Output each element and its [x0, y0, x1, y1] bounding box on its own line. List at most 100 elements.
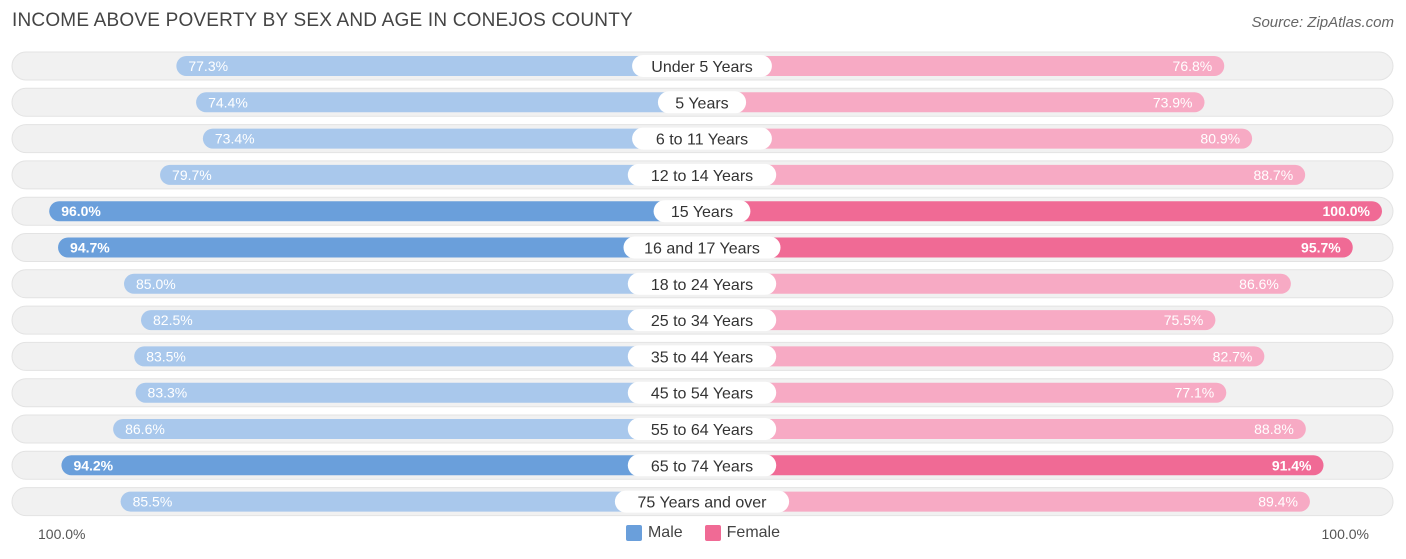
bar-female-6-to-11-years	[702, 128, 1253, 149]
label-female-18-to-24-years: 86.6%	[1239, 276, 1279, 292]
category-label-5-years: 5 Years	[675, 95, 728, 112]
label-male-65-to-74-years: 94.2%	[73, 457, 113, 473]
category-label-35-to-44-years: 35 to 44 Years	[651, 349, 753, 366]
category-pill-12-to-14-years	[627, 163, 777, 186]
axis-left-label: 100.0%	[38, 526, 86, 542]
bar-male-5-years	[196, 92, 702, 113]
label-female-12-to-14-years: 88.7%	[1253, 167, 1293, 183]
category-label-75-years-and-over: 75 Years and over	[638, 495, 768, 512]
bar-male-12-to-14-years	[160, 164, 703, 185]
label-male-75-years-and-over: 85.5%	[133, 494, 173, 510]
category-label-25-to-34-years: 25 to 34 Years	[651, 313, 753, 330]
category-label-12-to-14-years: 12 to 14 Years	[651, 168, 753, 185]
chart-source: Source: ZipAtlas.com	[1251, 14, 1394, 31]
bar-female-35-to-44-years	[702, 346, 1265, 367]
row-6-to-11-years: 73.4% 80.9% 6 to 11 Years	[11, 124, 1394, 154]
bar-female-under-5-years	[702, 56, 1225, 76]
legend-label-male: Male	[647, 524, 683, 541]
label-male-12-to-14-years: 79.7%	[172, 167, 212, 183]
axis-right-label: 100.0%	[1321, 526, 1369, 542]
label-female-6-to-11-years: 80.9%	[1200, 131, 1240, 147]
bar-male-45-to-54-years	[135, 382, 702, 403]
category-pill-35-to-44-years	[627, 345, 777, 368]
label-female-55-to-64-years: 88.8%	[1254, 421, 1294, 437]
label-male-6-to-11-years: 73.4%	[215, 131, 255, 147]
row-under-5-years: 77.3% 76.8% Under 5 Years	[11, 51, 1394, 81]
bar-chart: 77.3% 76.8% Under 5 Years 74.4% 73.9% 5 Years…	[11, 51, 1394, 517]
bar-male-25-to-34-years	[141, 310, 702, 331]
label-female-25-to-34-years: 75.5%	[1164, 312, 1204, 328]
bar-female-18-to-24-years	[702, 273, 1291, 294]
bar-female-25-to-34-years	[702, 310, 1216, 331]
legend-swatch-female	[704, 525, 721, 541]
bar-male-65-to-74-years	[61, 455, 702, 476]
bar-female-45-to-54-years	[702, 382, 1227, 403]
category-pill-65-to-74-years	[627, 454, 777, 477]
row-16-and-17-years: 94.7% 95.7% 16 and 17 Years	[11, 233, 1394, 262]
bar-male-under-5-years	[176, 56, 703, 76]
row-65-to-74-years: 94.2% 91.4% 65 to 74 Years	[11, 450, 1394, 480]
category-pill-25-to-34-years	[627, 309, 777, 332]
bar-female-75-years-and-over	[702, 491, 1310, 512]
label-male-15-years: 96.0%	[61, 203, 101, 219]
label-female-5-years: 73.9%	[1153, 94, 1193, 110]
bar-female-55-to-64-years	[702, 419, 1306, 439]
label-male-under-5-years: 77.3%	[188, 58, 228, 74]
bar-male-18-to-24-years	[124, 273, 702, 294]
bar-female-5-years	[702, 92, 1205, 113]
row-5-years: 74.4% 73.9% 5 Years	[11, 87, 1394, 117]
legend-swatch-male	[625, 525, 642, 541]
row-15-years: 96.0% 100.0% 15 Years	[11, 196, 1394, 226]
category-label-55-to-64-years: 55 to 64 Years	[651, 422, 753, 439]
category-label-16-and-17-years: 16 and 17 Years	[644, 241, 760, 258]
category-label-45-to-54-years: 45 to 54 Years	[651, 386, 753, 403]
label-male-16-and-17-years: 94.7%	[70, 240, 110, 256]
label-male-35-to-44-years: 83.5%	[146, 348, 186, 364]
legend-item-female[interactable]: Female	[704, 524, 781, 542]
bar-male-75-years-and-over	[120, 491, 703, 512]
label-male-55-to-64-years: 86.6%	[125, 421, 165, 437]
legend-item-male[interactable]: Male	[625, 524, 683, 542]
category-label-65-to-74-years: 65 to 74 Years	[651, 458, 753, 475]
category-label-6-to-11-years: 6 to 11 Years	[656, 132, 748, 149]
label-female-35-to-44-years: 82.7%	[1213, 348, 1253, 364]
label-male-25-to-34-years: 82.5%	[153, 312, 193, 328]
label-male-18-to-24-years: 85.0%	[136, 276, 176, 292]
category-pill-75-years-and-over	[614, 490, 790, 513]
category-pill-15-years	[653, 200, 751, 223]
row-18-to-24-years: 85.0% 86.6% 18 to 24 Years	[11, 269, 1394, 299]
legend-label-female: Female	[726, 524, 781, 541]
category-pill-6-to-11-years	[632, 127, 772, 150]
bar-female-65-to-74-years	[702, 455, 1324, 476]
label-male-45-to-54-years: 83.3%	[148, 385, 188, 401]
category-pill-under-5-years	[632, 55, 772, 77]
category-pill-5-years	[657, 91, 747, 114]
category-label-15-years: 15 Years	[671, 204, 733, 221]
label-female-15-years: 100.0%	[1323, 203, 1371, 219]
bar-male-35-to-44-years	[134, 346, 702, 367]
category-pill-18-to-24-years	[627, 272, 777, 295]
label-male-5-years: 74.4%	[208, 94, 248, 110]
category-pill-55-to-64-years	[627, 418, 777, 440]
bar-female-12-to-14-years	[702, 164, 1306, 185]
label-female-45-to-54-years: 77.1%	[1175, 385, 1215, 401]
category-label-18-to-24-years: 18 to 24 Years	[651, 277, 753, 294]
category-pill-45-to-54-years	[627, 381, 777, 404]
label-female-16-and-17-years: 95.7%	[1301, 240, 1341, 256]
row-12-to-14-years: 79.7% 88.7% 12 to 14 Years	[11, 160, 1394, 190]
category-label-under-5-years: Under 5 Years	[651, 59, 752, 76]
chart-title: INCOME ABOVE POVERTY BY SEX AND AGE IN C…	[12, 10, 633, 31]
row-25-to-34-years: 82.5% 75.5% 25 to 34 Years	[11, 305, 1394, 335]
row-45-to-54-years: 83.3% 77.1% 45 to 54 Years	[11, 378, 1394, 408]
bar-male-6-to-11-years	[202, 128, 702, 149]
bar-female-16-and-17-years	[702, 237, 1353, 258]
row-55-to-64-years: 86.6% 88.8% 55 to 64 Years	[11, 414, 1394, 444]
bar-male-55-to-64-years	[113, 419, 703, 439]
legend: Male Female	[0, 524, 1406, 542]
row-35-to-44-years: 83.5% 82.7% 35 to 44 Years	[11, 341, 1394, 371]
bar-female-15-years	[702, 201, 1382, 222]
row-75-years-and-over: 85.5% 89.4% 75 Years and over	[11, 487, 1394, 517]
label-female-under-5-years: 76.8%	[1173, 58, 1213, 74]
label-female-65-to-74-years: 91.4%	[1272, 457, 1312, 473]
category-pill-16-and-17-years	[623, 236, 781, 259]
